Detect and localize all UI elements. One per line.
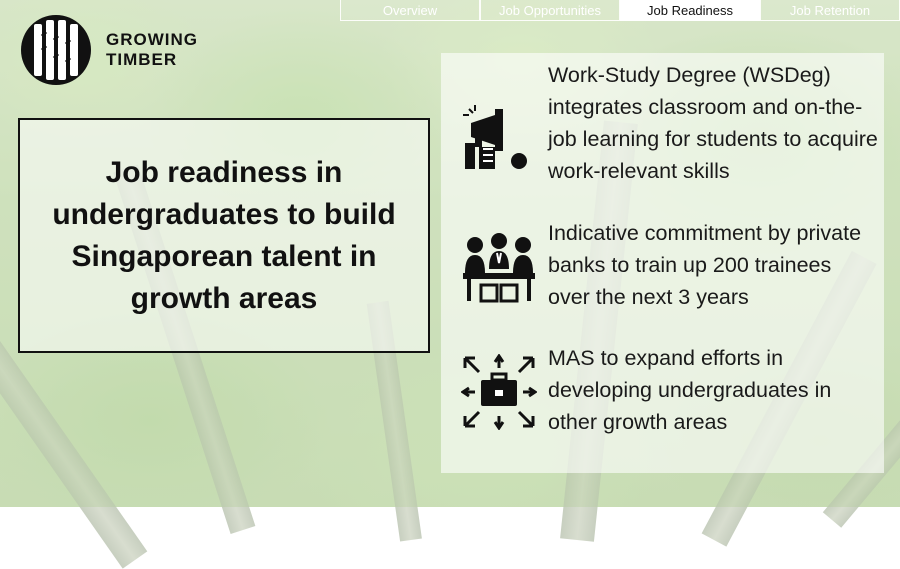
tab-job-opportunities[interactable]: Job Opportunities [480, 0, 620, 21]
title-box: Job readiness in undergraduates to build… [18, 118, 430, 353]
tab-job-readiness[interactable]: Job Readiness [620, 0, 760, 21]
info-text: MAS to expand efforts in developing unde… [548, 346, 832, 434]
info-text: Indicative commitment by private banks t… [548, 221, 862, 309]
top-navigation: Overview Job Opportunities Job Readiness… [340, 0, 900, 22]
page-title: Job readiness in undergraduates to build… [52, 155, 396, 315]
team-meeting-icon [463, 233, 535, 303]
briefcase-expand-icon [461, 354, 537, 430]
info-panel: Work-Study Degree (WSDeg) integrates cla… [441, 53, 884, 473]
logo-mark-icon [21, 15, 91, 85]
growing-timber-logo: GROWING TIMBER [20, 14, 198, 86]
logo-text-line1: GROWING [106, 30, 198, 49]
tab-overview[interactable]: Overview [340, 0, 480, 21]
megaphone-icon [463, 105, 527, 169]
tab-job-retention[interactable]: Job Retention [760, 0, 900, 21]
info-text: Work-Study Degree (WSDeg) integrates cla… [548, 63, 878, 183]
logo-text-line2: TIMBER [106, 50, 178, 69]
